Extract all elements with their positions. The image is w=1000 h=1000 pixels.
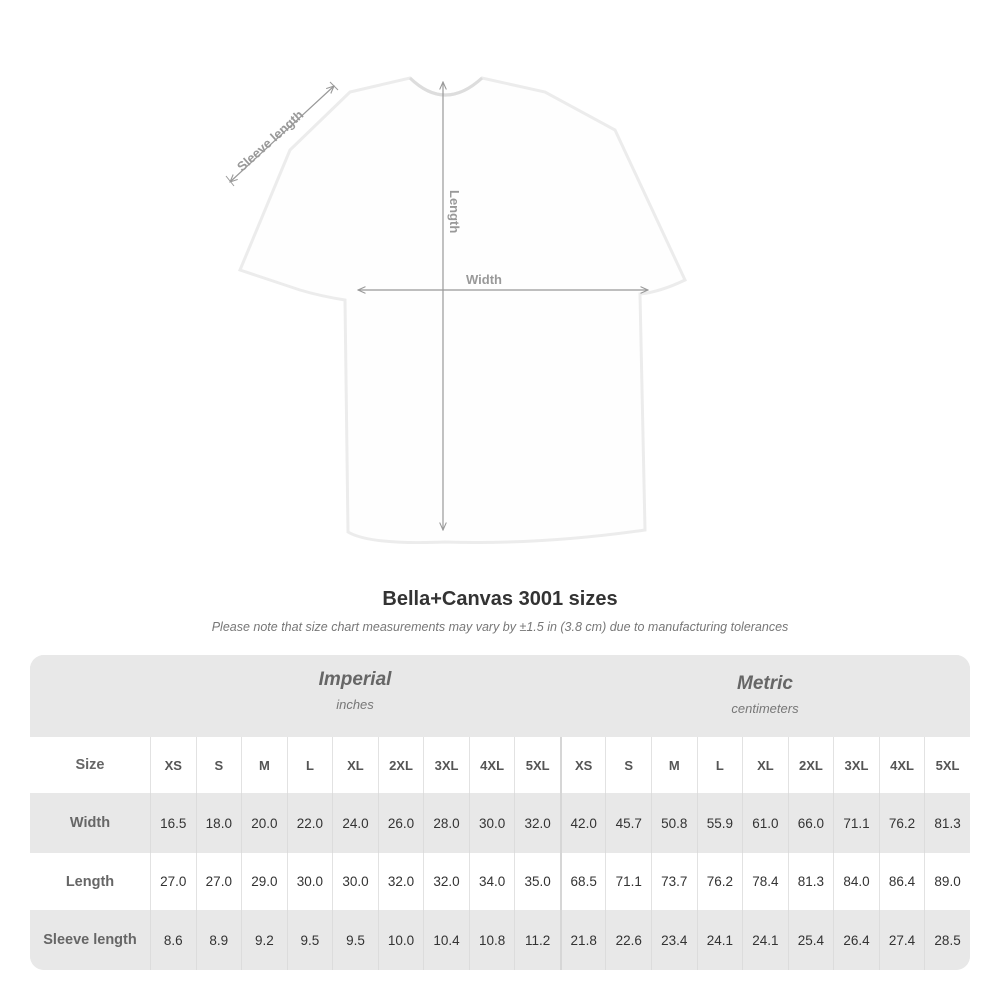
- imperial-value-cell: 29.0: [241, 853, 287, 910]
- imperial-unit: inches: [336, 697, 374, 712]
- size-header-cell: L: [286, 737, 333, 793]
- size-header-cell: 2XL: [377, 737, 424, 793]
- metric-group: Metric centimeters: [560, 673, 970, 716]
- tshirt-diagram: Sleeve length Length Width: [225, 76, 687, 545]
- metric-value-cell: 78.4: [742, 853, 788, 910]
- imperial-value-cell: 27.0: [195, 853, 242, 910]
- metric-value-cell: 24.1: [696, 910, 743, 970]
- metric-value-cell: 24.1: [742, 910, 788, 970]
- page-title: Bella+Canvas 3001 sizes: [382, 588, 618, 610]
- metric-value-cell: 45.7: [605, 793, 651, 853]
- size-header-cell: 3XL: [423, 737, 469, 793]
- size-header-cell: XS: [559, 737, 606, 793]
- imperial-value-cell: 34.0: [468, 853, 515, 910]
- row-label: Sleeve length: [43, 932, 137, 948]
- size-header-cell: 5XL: [514, 737, 560, 793]
- sleeve-length-arrow: [230, 86, 334, 182]
- imperial-value-cell: 10.4: [423, 910, 469, 970]
- imperial-value-cell: 9.5: [286, 910, 333, 970]
- metric-value-cell: 42.0: [559, 793, 606, 853]
- imperial-value-cell: 32.0: [377, 853, 424, 910]
- row-label: Size: [75, 757, 105, 773]
- metric-value-cell: 23.4: [651, 910, 697, 970]
- metric-value-cell: 71.1: [833, 793, 879, 853]
- metric-value-cell: 50.8: [651, 793, 697, 853]
- imperial-value-cell: 9.2: [241, 910, 287, 970]
- imperial-group: Imperial inches: [150, 669, 560, 712]
- metric-value-cell: 26.4: [833, 910, 879, 970]
- size-header-cell: 3XL: [833, 737, 879, 793]
- imperial-value-cell: 11.2: [514, 910, 560, 970]
- size-header-cell: XL: [332, 737, 378, 793]
- metric-value-cell: 68.5: [559, 853, 606, 910]
- tolerance-note: Please note that size chart measurements…: [211, 620, 789, 634]
- imperial-value-cell: 30.0: [332, 853, 378, 910]
- size-header-cell: 2XL: [787, 737, 834, 793]
- size-header-cell: S: [605, 737, 651, 793]
- imperial-value-cell: 18.0: [195, 793, 242, 853]
- imperial-value-cell: 9.5: [332, 910, 378, 970]
- imperial-value-cell: 16.5: [150, 793, 196, 853]
- tshirt-shape: [237, 76, 687, 545]
- size-header-cell: 4XL: [878, 737, 925, 793]
- imperial-value-cell: 20.0: [241, 793, 287, 853]
- size-header-cell: L: [696, 737, 743, 793]
- size-header-cell: 5XL: [924, 737, 970, 793]
- size-table: Imperial inches Metric centimeters Size X…: [30, 655, 970, 970]
- metric-value-cell: 28.5: [924, 910, 970, 970]
- metric-value-cell: 76.2: [878, 793, 925, 853]
- metric-value-cell: 89.0: [924, 853, 970, 910]
- imperial-value-cell: 10.0: [377, 910, 424, 970]
- table-row: Sleeve length 8.6 8.9 9.2 9.5 9.5 10.0 10.4 10.8…: [30, 910, 970, 970]
- table-header-band: Imperial inches Metric centimeters: [30, 655, 970, 737]
- metric-value-cell: 21.8: [559, 910, 606, 970]
- imperial-value-cell: 8.6: [150, 910, 196, 970]
- imperial-value-cell: 10.8: [468, 910, 515, 970]
- table-row: Length 27.0 27.0 29.0 30.0 30.0 32.0 32.0 34.0 35…: [30, 853, 970, 910]
- metric-value-cell: 73.7: [651, 853, 697, 910]
- metric-title: Metric: [737, 673, 793, 694]
- imperial-value-cell: 30.0: [286, 853, 333, 910]
- metric-value-cell: 66.0: [787, 793, 834, 853]
- metric-value-cell: 61.0: [742, 793, 788, 853]
- imperial-title: Imperial: [318, 669, 392, 690]
- imperial-value-cell: 28.0: [423, 793, 469, 853]
- imperial-value-cell: 32.0: [423, 853, 469, 910]
- imperial-value-cell: 26.0: [377, 793, 424, 853]
- metric-value-cell: 76.2: [696, 853, 743, 910]
- metric-value-cell: 27.4: [878, 910, 925, 970]
- metric-value-cell: 86.4: [878, 853, 925, 910]
- imperial-value-cell: 32.0: [514, 793, 560, 853]
- imperial-value-cell: 30.0: [468, 793, 515, 853]
- length-label: Length: [447, 190, 462, 233]
- imperial-value-cell: 8.9: [195, 910, 242, 970]
- metric-value-cell: 81.3: [924, 793, 970, 853]
- metric-value-cell: 25.4: [787, 910, 834, 970]
- size-header-cell: XL: [742, 737, 788, 793]
- size-header-cell: S: [195, 737, 242, 793]
- size-header-cell: M: [241, 737, 287, 793]
- size-header-cell: M: [651, 737, 697, 793]
- imperial-value-cell: 22.0: [286, 793, 333, 853]
- metric-value-cell: 84.0: [833, 853, 879, 910]
- metric-value-cell: 22.6: [605, 910, 651, 970]
- metric-value-cell: 55.9: [696, 793, 743, 853]
- size-header-cell: XS: [150, 737, 196, 793]
- size-header-cell: 4XL: [468, 737, 515, 793]
- width-label: Width: [466, 272, 502, 287]
- imperial-value-cell: 27.0: [150, 853, 196, 910]
- metric-value-cell: 81.3: [787, 853, 834, 910]
- imperial-value-cell: 35.0: [514, 853, 560, 910]
- metric-value-cell: 71.1: [605, 853, 651, 910]
- row-label: Width: [69, 815, 111, 831]
- metric-unit: centimeters: [731, 701, 799, 716]
- size-header-row: Size XS S M L XL 2XL 3XL 4XL 5XL XS S M L XL 2XL 3XL 4XL 5…: [30, 737, 970, 793]
- imperial-value-cell: 24.0: [332, 793, 378, 853]
- row-label: Length: [65, 873, 115, 890]
- table-row: Width 16.5 18.0 20.0 22.0 24.0 26.0 28.0 30.0 32.…: [30, 793, 970, 853]
